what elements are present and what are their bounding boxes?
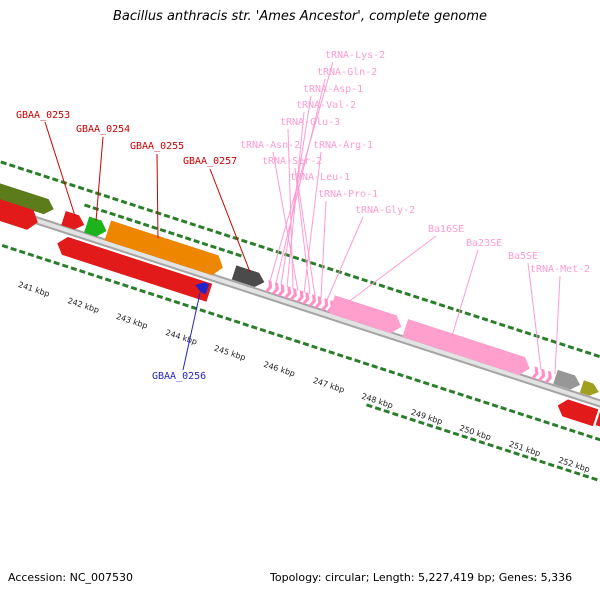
label-trna-met-2[interactable]: tRNA-Met-2 xyxy=(530,264,591,275)
label-trna-ser-2[interactable]: tRNA-Ser-2 xyxy=(262,156,323,167)
label-ba23se[interactable]: Ba23SE xyxy=(466,238,503,249)
label-trna-asp-1[interactable]: tRNA-Asp-1 xyxy=(303,84,364,95)
label-trna-leu-1[interactable]: tRNA-Leu-1 xyxy=(290,172,351,183)
label-trna-arg-1[interactable]: tRNA-Arg-1 xyxy=(313,140,374,151)
ruler-label-242: 242 kbp xyxy=(66,296,101,315)
ruler-label-246: 246 kbp xyxy=(262,359,297,379)
label-gbaa-0257[interactable]: GBAA_0257 xyxy=(183,156,238,167)
label-trna-pro-1[interactable]: tRNA-Pro-1 xyxy=(318,189,379,200)
ruler-label-241: 241 kbp xyxy=(17,280,51,299)
label-trna-lys-2[interactable]: tRNA-Lys-2 xyxy=(325,50,386,61)
label-trna-val-2[interactable]: tRNA-Val-2 xyxy=(296,100,357,111)
label-trna-glu-3[interactable]: tRNA-Glu-3 xyxy=(280,117,341,128)
label-ba16se[interactable]: Ba16SE xyxy=(428,224,465,235)
ruler-label-243: 243 kbp xyxy=(114,311,149,331)
topology-text: Topology: circular; Length: 5,227,419 bp… xyxy=(270,571,573,584)
accession-text: Accession: NC_007530 xyxy=(8,571,134,584)
ruler-label-247: 247 kbp xyxy=(311,375,346,395)
ruler-label-245: 245 kbp xyxy=(212,343,247,363)
label-trna-gly-2[interactable]: tRNA-Gly-2 xyxy=(355,205,416,216)
label-trna-gln-2[interactable]: tRNA-Gln-2 xyxy=(317,67,378,78)
label-gbaa-0256[interactable]: GBAA_0256 xyxy=(152,371,207,382)
label-gbaa-0254[interactable]: GBAA_0254 xyxy=(76,124,131,135)
label-ba5se[interactable]: Ba5SE xyxy=(508,251,539,262)
map-title: Bacillus anthracis str. 'Ames Ancestor',… xyxy=(112,9,488,24)
label-gbaa-0255[interactable]: GBAA_0255 xyxy=(130,141,185,152)
label-gbaa-0253[interactable]: GBAA_0253 xyxy=(16,110,71,121)
label-trna-asn-2[interactable]: tRNA-Asn-2 xyxy=(240,140,301,151)
ruler-label-244: 244 kbp xyxy=(164,328,199,347)
